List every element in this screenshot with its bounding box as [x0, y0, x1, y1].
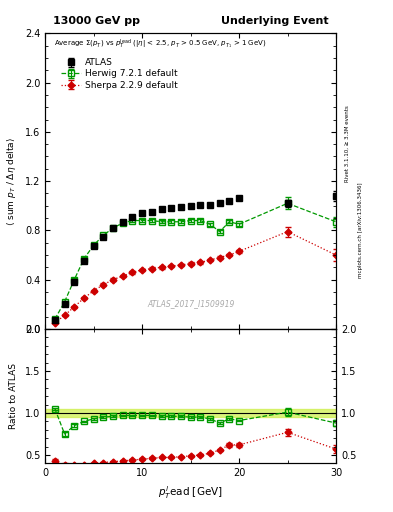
Legend: ATLAS, Herwig 7.2.1 default, Sherpa 2.2.9 default: ATLAS, Herwig 7.2.1 default, Sherpa 2.2.…	[59, 55, 180, 93]
Text: Average $\Sigma(p_T)$ vs $p_T^{\rm lead}$ ($|\eta|$ < 2.5, $p_T$ > 0.5 GeV, $p_{: Average $\Sigma(p_T)$ vs $p_T^{\rm lead}…	[54, 38, 266, 51]
Text: mcplots.cern.ch [arXiv:1306.3436]: mcplots.cern.ch [arXiv:1306.3436]	[358, 183, 363, 278]
Y-axis label: Ratio to ATLAS: Ratio to ATLAS	[9, 363, 18, 429]
Y-axis label: $\langle$ sum $p_T$ / $\Delta\eta$ delta$\rangle$: $\langle$ sum $p_T$ / $\Delta\eta$ delta…	[5, 137, 18, 226]
Text: Underlying Event: Underlying Event	[220, 15, 328, 26]
X-axis label: $p_T^l$ead [GeV]: $p_T^l$ead [GeV]	[158, 484, 223, 501]
Text: Rivet 3.1.10, ≥ 3.3M events: Rivet 3.1.10, ≥ 3.3M events	[345, 105, 350, 182]
Bar	[45, 409, 336, 417]
Text: ATLAS_2017_I1509919: ATLAS_2017_I1509919	[147, 299, 234, 308]
Text: 13000 GeV pp: 13000 GeV pp	[53, 15, 140, 26]
